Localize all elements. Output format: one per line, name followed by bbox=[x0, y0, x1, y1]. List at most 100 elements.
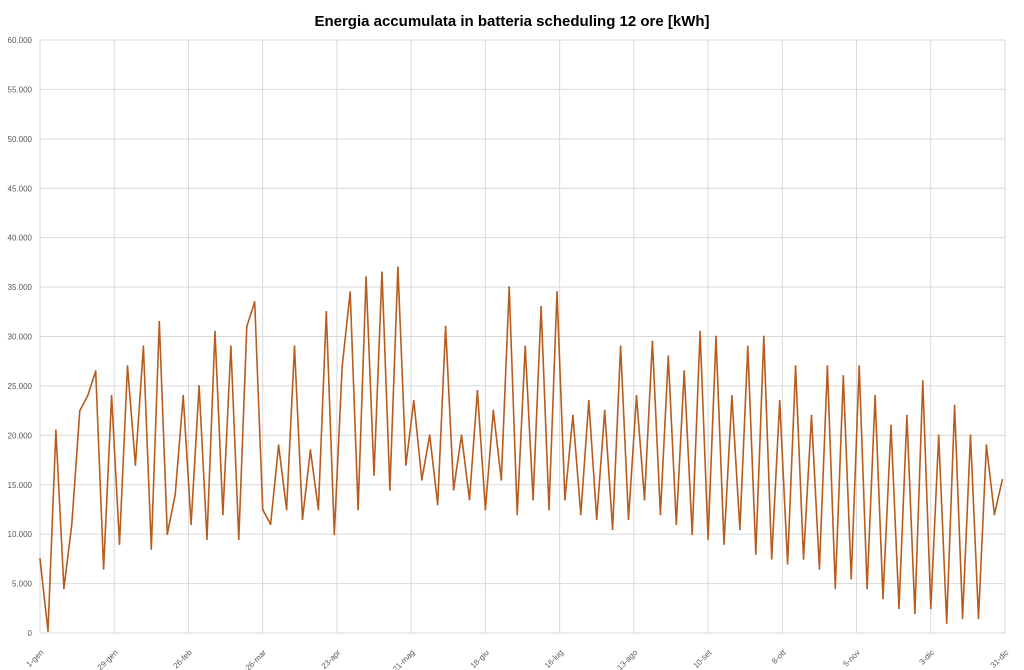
data-point bbox=[826, 365, 829, 367]
data-point bbox=[492, 409, 495, 412]
data-point bbox=[564, 498, 566, 501]
data-point bbox=[333, 533, 336, 536]
data-point bbox=[786, 562, 789, 565]
data-point bbox=[508, 286, 511, 288]
data-point bbox=[412, 399, 415, 402]
data-point bbox=[269, 523, 272, 526]
x-tick-label: 13-ago bbox=[615, 648, 639, 670]
data-point bbox=[253, 301, 256, 303]
data-point bbox=[1001, 478, 1004, 481]
data-point bbox=[707, 538, 709, 540]
data-point bbox=[349, 291, 352, 293]
data-point bbox=[834, 587, 837, 590]
data-point bbox=[70, 523, 73, 526]
data-point bbox=[699, 330, 701, 333]
y-tick-label: 45.000 bbox=[8, 184, 33, 193]
data-point bbox=[309, 449, 312, 452]
series-layer bbox=[39, 266, 1004, 632]
y-axis-tick-labels: 0 5.000 10.000 15.000 20.000 25.000 30.000 35.0… bbox=[8, 36, 33, 638]
data-point bbox=[611, 528, 614, 531]
data-point bbox=[579, 513, 582, 516]
data-point bbox=[325, 310, 328, 313]
data-point bbox=[214, 330, 216, 333]
data-point bbox=[166, 533, 169, 536]
data-point bbox=[47, 630, 49, 632]
data-point bbox=[237, 538, 240, 540]
data-point bbox=[373, 474, 375, 476]
data-point bbox=[476, 390, 479, 392]
x-tick-label: 16-lug bbox=[543, 648, 565, 670]
y-tick-label: 50.000 bbox=[8, 135, 33, 144]
data-point bbox=[436, 503, 439, 506]
x-tick-label: 26-mar bbox=[244, 648, 269, 670]
data-point bbox=[937, 434, 940, 437]
data-point bbox=[230, 345, 232, 348]
data-point bbox=[389, 488, 391, 491]
data-point bbox=[914, 612, 916, 615]
series-line bbox=[39, 266, 1004, 632]
data-point bbox=[78, 409, 81, 412]
data-point bbox=[86, 394, 89, 397]
data-point bbox=[890, 424, 892, 427]
data-point bbox=[731, 394, 733, 397]
data-point bbox=[134, 464, 137, 466]
y-tick-label: 25.000 bbox=[8, 382, 33, 391]
data-point bbox=[277, 444, 280, 447]
data-point bbox=[452, 488, 455, 491]
data-point bbox=[55, 429, 57, 432]
data-point bbox=[158, 320, 161, 323]
y-tick-label: 55.000 bbox=[8, 85, 33, 94]
data-point bbox=[595, 518, 598, 521]
x-tick-label: 5-nov bbox=[841, 648, 862, 669]
data-point bbox=[460, 434, 463, 437]
x-axis-tick-labels: 1-gen 29-gen 26-feb 26-mar 23-apr 21-mag 18-gi… bbox=[25, 648, 1011, 670]
data-point bbox=[635, 394, 638, 397]
data-point bbox=[977, 617, 980, 620]
data-point bbox=[548, 508, 550, 511]
data-point bbox=[293, 345, 296, 348]
data-point bbox=[659, 513, 662, 516]
data-point bbox=[762, 335, 765, 338]
data-point bbox=[667, 355, 670, 358]
x-tick-label: 21-mag bbox=[391, 648, 417, 670]
data-point bbox=[516, 513, 519, 516]
data-point bbox=[150, 548, 153, 550]
data-point bbox=[874, 394, 876, 397]
x-tick-label: 1-gen bbox=[25, 648, 46, 669]
data-point bbox=[532, 498, 534, 501]
y-tick-label: 0 bbox=[28, 629, 33, 638]
data-point bbox=[572, 414, 574, 417]
data-point bbox=[484, 508, 487, 511]
data-point bbox=[420, 478, 423, 481]
y-tick-label: 60.000 bbox=[8, 36, 33, 45]
data-point bbox=[317, 508, 320, 511]
y-tick-label: 5.000 bbox=[12, 580, 33, 589]
chart-title: Energia accumulata in batteria schedulin… bbox=[314, 13, 709, 30]
data-point bbox=[222, 513, 224, 516]
data-point bbox=[993, 513, 996, 516]
data-point bbox=[261, 508, 264, 511]
data-point bbox=[675, 523, 678, 526]
data-point bbox=[746, 345, 749, 348]
data-point bbox=[754, 553, 757, 555]
data-point bbox=[921, 380, 924, 382]
y-tick-label: 40.000 bbox=[8, 234, 33, 243]
data-point bbox=[953, 404, 956, 407]
data-point bbox=[524, 345, 527, 348]
x-tick-label: 18-giu bbox=[469, 648, 491, 670]
x-tick-label: 3-dic bbox=[918, 648, 937, 667]
data-point bbox=[444, 325, 447, 328]
data-point bbox=[500, 478, 503, 481]
x-tick-label: 26-feb bbox=[171, 648, 194, 670]
data-point bbox=[619, 345, 622, 348]
data-point bbox=[428, 434, 431, 437]
data-point bbox=[651, 340, 654, 343]
data-point bbox=[110, 394, 113, 397]
data-point bbox=[818, 567, 821, 570]
x-tick-label: 8-ott bbox=[770, 648, 788, 666]
data-point bbox=[627, 518, 630, 521]
data-point bbox=[206, 538, 208, 540]
data-point bbox=[739, 528, 741, 531]
data-point bbox=[866, 587, 868, 590]
